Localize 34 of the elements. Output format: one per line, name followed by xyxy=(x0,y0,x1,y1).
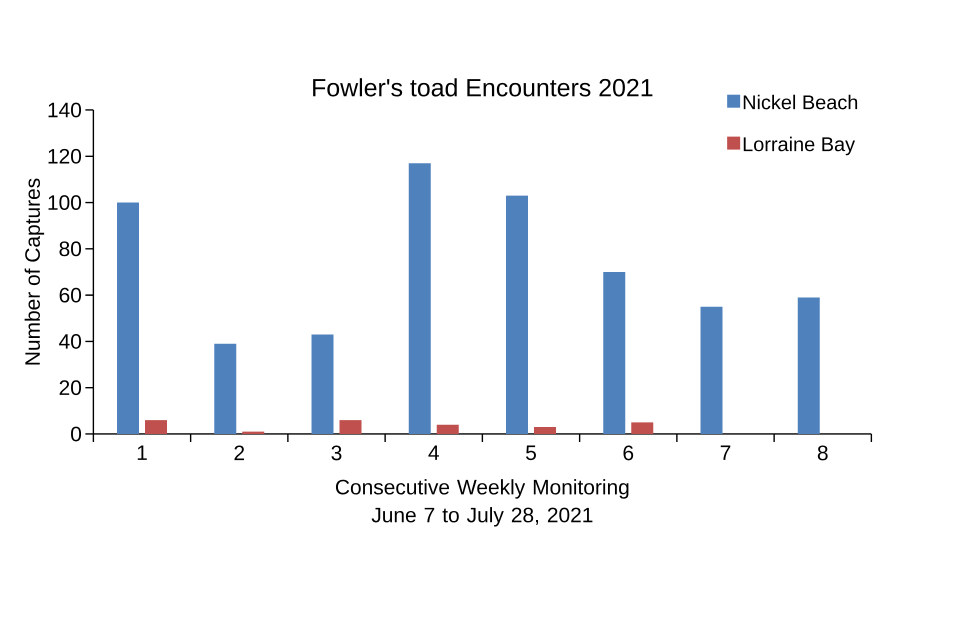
legend-label: Nickel Beach xyxy=(744,94,858,110)
x-tick-label: 3 xyxy=(331,446,342,460)
x-tick-label: 6 xyxy=(624,446,634,460)
x-tick-label: 7 xyxy=(720,446,730,460)
x-tick-label: 2 xyxy=(234,446,244,460)
bar xyxy=(798,297,820,434)
y-axis-title: Number of Captures xyxy=(24,178,44,364)
y-tick-label: 80 xyxy=(60,241,82,256)
y-tick-label: 100 xyxy=(48,195,82,210)
bar xyxy=(408,163,431,434)
y-tick-label: 0 xyxy=(71,426,82,442)
bar xyxy=(145,420,168,434)
y-tick-label: 20 xyxy=(60,380,82,396)
bar xyxy=(534,427,556,434)
legend-label: Lorraine Bay xyxy=(744,136,856,156)
x-tick-label: 5 xyxy=(526,446,536,460)
bar xyxy=(214,344,236,434)
x-tick-label: 1 xyxy=(138,446,147,460)
x-tick-label: 4 xyxy=(428,446,439,460)
y-tick-label: 120 xyxy=(48,148,82,164)
bar xyxy=(117,202,140,434)
bar xyxy=(312,334,334,434)
bar xyxy=(700,306,723,434)
chart-title: Fowler's toad Encounters 2021 xyxy=(313,78,652,96)
y-tick-label: 140 xyxy=(48,102,82,118)
bar xyxy=(506,196,528,434)
x-tick-label: 8 xyxy=(818,446,828,460)
y-tick-label: 40 xyxy=(59,334,82,349)
bar xyxy=(340,420,362,434)
bar xyxy=(603,272,626,434)
x-axis-title: Consecutive Weekly Monitoring June 7 to July 28, 2021 xyxy=(336,479,628,527)
y-tick-label: 60 xyxy=(60,288,82,303)
bar xyxy=(436,424,459,434)
bar xyxy=(631,422,654,434)
